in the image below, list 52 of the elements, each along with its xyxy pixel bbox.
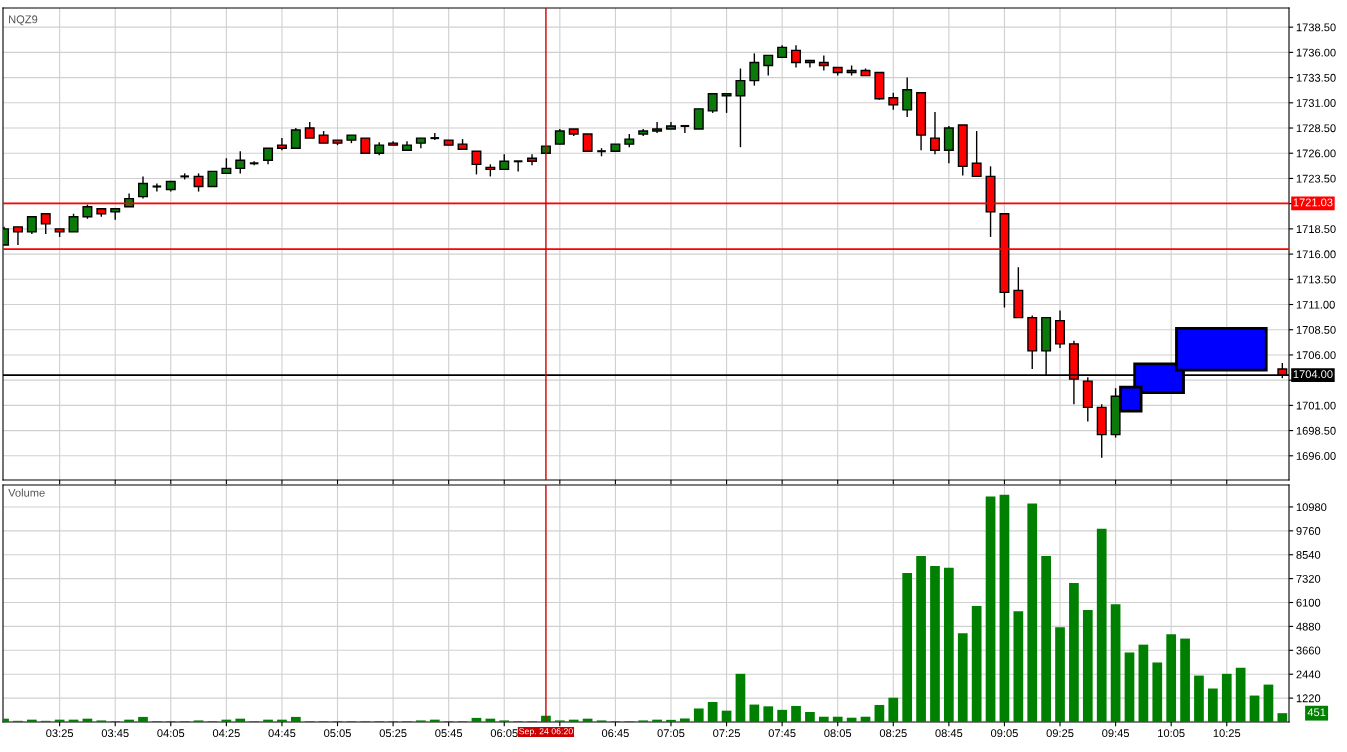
y-tick-label: 1708.50 bbox=[1296, 325, 1336, 334]
y-tick-label: 3660 bbox=[1296, 646, 1321, 655]
x-tick-label: 07:45 bbox=[768, 729, 796, 738]
y-tick-label: 1726.00 bbox=[1296, 149, 1336, 158]
x-tick-label: 08:25 bbox=[879, 729, 907, 738]
y-tick-label: 8540 bbox=[1296, 551, 1321, 559]
x-tick-label: 08:05 bbox=[824, 729, 852, 738]
x-tick-label: 03:45 bbox=[101, 729, 129, 738]
y-tick-label: 1701.00 bbox=[1296, 401, 1336, 410]
y-tick-label: 2440 bbox=[1296, 670, 1321, 679]
x-tick-label: 04:25 bbox=[212, 729, 240, 738]
x-tick-label: 05:25 bbox=[379, 729, 407, 738]
x-tick-label: 09:05 bbox=[990, 729, 1018, 738]
x-tick-label: 09:25 bbox=[1046, 729, 1074, 738]
y-tick-label: 1723.50 bbox=[1296, 174, 1336, 183]
y-tick-label: 1713.50 bbox=[1296, 275, 1336, 284]
x-tick-label: 09:45 bbox=[1102, 729, 1130, 738]
x-tick-label: 07:05 bbox=[657, 729, 685, 738]
y-tick-label: 1731.00 bbox=[1296, 99, 1336, 107]
ref-line-label: Sep. 24 06:20 bbox=[519, 728, 573, 737]
y-tick-label: 1718.50 bbox=[1296, 225, 1336, 234]
y-tick-label: 9760 bbox=[1296, 527, 1321, 535]
x-tick-label: 04:45 bbox=[268, 729, 296, 738]
x-tick-label: 06:05 bbox=[490, 729, 518, 738]
ref-line-label: 1704.00 bbox=[1293, 370, 1333, 379]
y-tick-label: 1733.50 bbox=[1296, 73, 1336, 82]
x-tick-label: 04:05 bbox=[157, 729, 185, 738]
y-tick-label: 1706.00 bbox=[1296, 351, 1336, 360]
x-tick-label: 03:25 bbox=[46, 729, 74, 738]
y-tick-label: 7320 bbox=[1296, 574, 1321, 583]
y-tick-label: 6100 bbox=[1296, 598, 1321, 607]
x-tick-label: 10:05 bbox=[1158, 729, 1185, 738]
x-tick-label: 06:45 bbox=[601, 729, 629, 738]
x-tick-label: 10:25 bbox=[1213, 729, 1241, 738]
y-tick-label: 1728.50 bbox=[1296, 124, 1336, 133]
y-tick-label: 10980 bbox=[1296, 503, 1327, 512]
y-tick-label: 1736.00 bbox=[1296, 48, 1336, 57]
ref-line-label: 1721.03 bbox=[1293, 198, 1333, 207]
annotation: 451 bbox=[1307, 708, 1326, 717]
y-tick-label: 1711.00 bbox=[1296, 300, 1335, 309]
x-tick-label: 07:25 bbox=[713, 729, 740, 738]
y-tick-label: 1696.00 bbox=[1296, 452, 1336, 460]
y-tick-label: 1698.50 bbox=[1296, 426, 1336, 435]
x-tick-label: 05:05 bbox=[324, 729, 351, 738]
x-tick-label: 08:45 bbox=[935, 729, 963, 738]
chart-title: Volume bbox=[8, 488, 45, 497]
y-tick-label: 4880 bbox=[1296, 622, 1321, 631]
text: NQZ9 bbox=[9, 15, 38, 26]
y-tick-label: 1738.50 bbox=[1296, 23, 1336, 32]
y-tick-label: 1220 bbox=[1296, 694, 1321, 703]
y-tick-label: 1716.00 bbox=[1296, 250, 1336, 259]
x-tick-label: 05:45 bbox=[435, 729, 463, 738]
